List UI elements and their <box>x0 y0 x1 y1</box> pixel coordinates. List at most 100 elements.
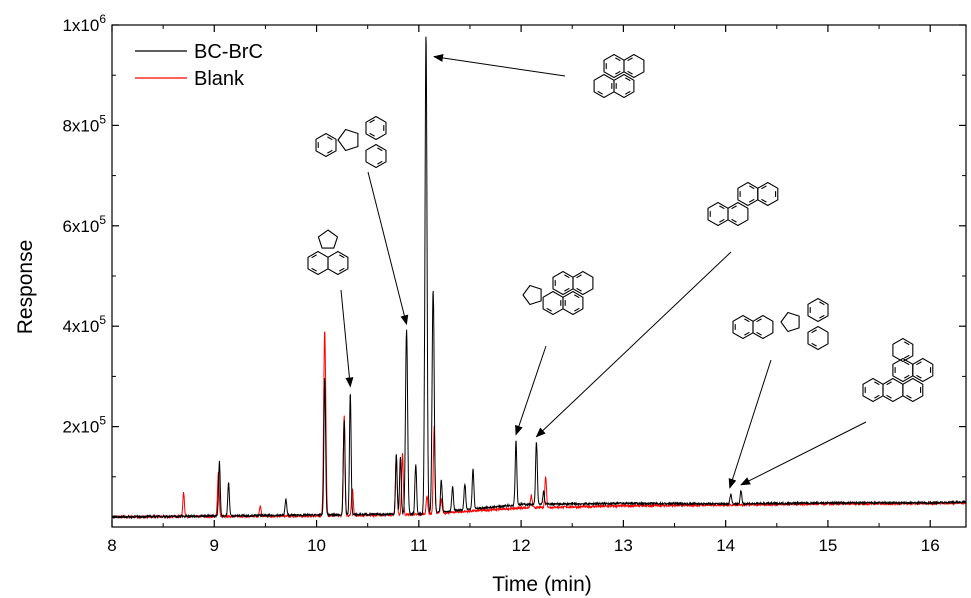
double-bond <box>916 361 922 366</box>
y-tick-label: 1x106 <box>62 12 106 35</box>
ring <box>757 181 779 207</box>
annotation-arrow <box>515 345 547 436</box>
double-bond <box>756 318 762 323</box>
double-bond <box>574 294 580 299</box>
double-bond <box>576 274 582 279</box>
double-bond <box>615 57 621 62</box>
double-bond <box>819 301 825 306</box>
annotation-arrow <box>433 54 566 77</box>
x-tick-label: 12 <box>512 536 531 555</box>
double-bond <box>311 267 317 272</box>
double-bond <box>546 307 552 312</box>
ring <box>727 201 749 227</box>
legend: BC-BrC Blank <box>135 41 263 90</box>
ring <box>365 143 387 169</box>
annotation-arrow <box>728 359 772 489</box>
ring <box>807 297 829 323</box>
double-bond <box>886 394 892 399</box>
ring <box>902 377 924 403</box>
x-tick-label: 8 <box>107 536 116 555</box>
double-bond <box>627 70 633 75</box>
fluoranthene-structure <box>315 115 387 169</box>
ring <box>707 201 729 227</box>
double-bond <box>749 198 755 203</box>
ring <box>522 284 542 306</box>
x-tick-label: 9 <box>210 536 219 555</box>
ring <box>752 314 774 340</box>
y-tick-label: 6x105 <box>62 213 106 236</box>
x-tick-label: 10 <box>307 536 326 555</box>
ring <box>737 181 759 207</box>
x-axis-title: Time (min) <box>492 573 592 596</box>
x-tick-label: 14 <box>716 536 735 555</box>
double-bond <box>377 147 383 152</box>
double-bond <box>916 374 922 379</box>
annotation-arrow <box>535 251 732 438</box>
double-bond <box>625 90 631 95</box>
ring <box>552 270 574 296</box>
double-bond <box>574 307 580 312</box>
pyrene-structure <box>593 53 645 99</box>
benzo-a-pyrene-structure <box>862 337 934 403</box>
double-bond <box>327 136 333 141</box>
double-bond <box>811 342 817 347</box>
ring <box>317 229 339 249</box>
double-bond <box>906 394 912 399</box>
x-tick-label: 16 <box>921 536 940 555</box>
double-bond <box>311 254 317 259</box>
double-bond <box>811 329 817 334</box>
legend-label: Blank <box>194 68 245 90</box>
ring <box>542 290 564 316</box>
y-axis-title: Response <box>14 240 37 335</box>
double-bond <box>756 331 762 336</box>
double-bond <box>874 381 880 386</box>
x-tick-label: 11 <box>410 536 428 555</box>
double-bond <box>564 287 570 292</box>
double-bond <box>749 185 755 190</box>
double-bond <box>369 119 375 124</box>
double-bond <box>377 160 383 165</box>
double-bond <box>597 90 603 95</box>
ring <box>732 314 754 340</box>
double-bond <box>339 267 345 272</box>
ring <box>780 311 800 333</box>
ring <box>572 270 594 296</box>
double-bond <box>904 341 910 346</box>
ring <box>892 337 914 363</box>
double-bond <box>886 381 892 386</box>
acenaphthylene-structure <box>307 229 349 276</box>
double-bond <box>719 205 725 210</box>
double-bond <box>625 77 631 82</box>
double-bond <box>369 132 375 137</box>
double-bond <box>874 394 880 399</box>
double-bond <box>615 70 621 75</box>
double-bond <box>744 318 750 323</box>
double-bond <box>744 331 750 336</box>
ring <box>307 250 329 276</box>
x-tick-label: 13 <box>614 536 633 555</box>
double-bond <box>904 354 910 359</box>
ring <box>337 128 359 152</box>
ring <box>562 290 584 316</box>
annotation-arrow <box>367 171 409 326</box>
double-bond <box>904 374 910 379</box>
y-tick-label: 4x105 <box>62 313 106 336</box>
ring <box>593 73 615 99</box>
double-bond <box>731 205 737 210</box>
double-bond <box>731 218 737 223</box>
plot-frame <box>111 24 967 528</box>
ring <box>315 132 337 158</box>
cyclopenta-cd-pyrene-structure <box>522 270 594 316</box>
benzo-k-fluoranthene-structure <box>732 297 829 351</box>
ring <box>807 325 829 351</box>
double-bond <box>719 218 725 223</box>
series-line-bc-brc <box>111 36 967 520</box>
double-bond <box>761 185 767 190</box>
annotation-arrow <box>340 289 354 388</box>
series-line-blank <box>111 331 967 520</box>
annotation-arrow <box>740 421 867 486</box>
double-bond <box>627 57 633 62</box>
double-bond <box>564 274 570 279</box>
ring <box>623 53 645 79</box>
chrysene-structure <box>707 181 779 227</box>
